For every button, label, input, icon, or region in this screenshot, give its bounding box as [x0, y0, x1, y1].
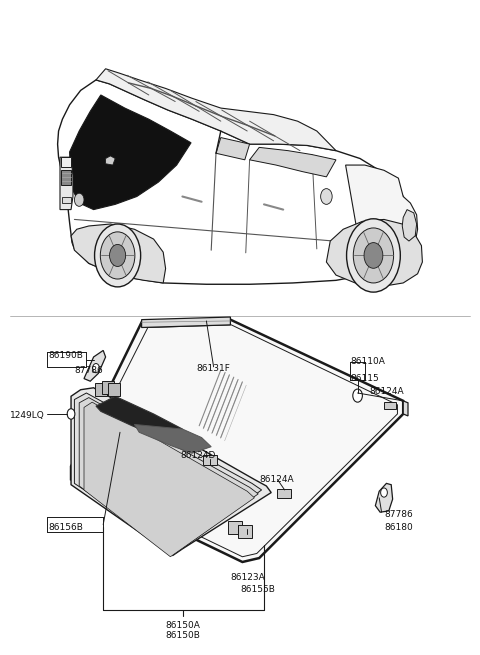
Polygon shape	[74, 393, 262, 552]
Text: 86150B: 86150B	[165, 631, 200, 640]
FancyBboxPatch shape	[203, 455, 217, 465]
FancyBboxPatch shape	[384, 402, 396, 409]
Polygon shape	[61, 170, 71, 185]
Polygon shape	[326, 219, 422, 287]
Polygon shape	[346, 165, 418, 275]
Polygon shape	[134, 424, 211, 453]
Circle shape	[95, 224, 141, 287]
Circle shape	[67, 409, 75, 419]
Polygon shape	[70, 95, 191, 210]
Text: 86180: 86180	[384, 523, 413, 532]
Polygon shape	[142, 317, 230, 328]
Polygon shape	[402, 210, 417, 241]
Polygon shape	[375, 483, 393, 512]
Text: 86190B: 86190B	[48, 350, 83, 360]
FancyBboxPatch shape	[95, 383, 107, 396]
Text: 87786: 87786	[74, 365, 103, 375]
FancyBboxPatch shape	[277, 489, 291, 498]
Circle shape	[109, 244, 126, 267]
Circle shape	[93, 364, 99, 373]
Text: 86115: 86115	[350, 374, 379, 383]
Polygon shape	[96, 69, 336, 151]
Text: 86150A: 86150A	[165, 621, 200, 630]
Polygon shape	[62, 196, 71, 203]
Text: 87786: 87786	[384, 510, 413, 519]
Text: 86110A: 86110A	[350, 357, 385, 366]
Text: 1249LQ: 1249LQ	[10, 411, 44, 421]
Polygon shape	[84, 350, 106, 381]
Circle shape	[74, 193, 84, 206]
Text: 86123A: 86123A	[230, 573, 265, 582]
Polygon shape	[84, 402, 254, 557]
Polygon shape	[71, 320, 403, 562]
FancyBboxPatch shape	[102, 381, 114, 394]
Text: 86155B: 86155B	[240, 585, 275, 594]
FancyBboxPatch shape	[228, 521, 242, 534]
Polygon shape	[71, 388, 271, 555]
Text: 86156B: 86156B	[48, 523, 83, 532]
Polygon shape	[216, 138, 250, 160]
Polygon shape	[79, 398, 258, 554]
Circle shape	[321, 189, 332, 204]
FancyBboxPatch shape	[238, 525, 252, 538]
Text: 86131F: 86131F	[197, 364, 230, 373]
Circle shape	[353, 228, 394, 283]
Polygon shape	[403, 401, 408, 416]
Circle shape	[353, 389, 362, 402]
Polygon shape	[71, 224, 166, 283]
Polygon shape	[250, 147, 336, 177]
Circle shape	[381, 488, 387, 497]
Polygon shape	[96, 396, 182, 440]
Text: 86124A: 86124A	[370, 387, 404, 396]
Text: 86124A: 86124A	[259, 475, 294, 484]
Circle shape	[364, 242, 383, 269]
Circle shape	[347, 219, 400, 292]
Text: 86124D: 86124D	[180, 451, 216, 460]
Polygon shape	[58, 80, 410, 284]
Polygon shape	[60, 157, 73, 210]
Polygon shape	[106, 156, 115, 165]
Polygon shape	[61, 157, 71, 167]
FancyBboxPatch shape	[108, 383, 120, 396]
Circle shape	[100, 232, 135, 279]
Polygon shape	[81, 328, 394, 553]
